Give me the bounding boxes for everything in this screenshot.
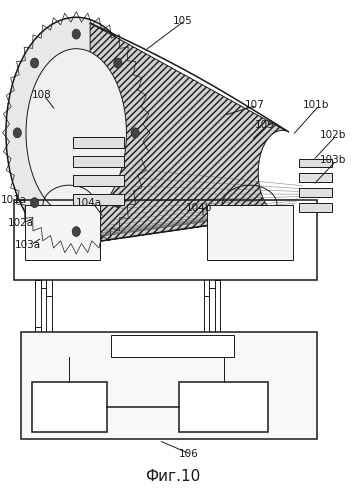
Bar [299,158,332,168]
Text: 101a: 101a [1,195,27,205]
Ellipse shape [13,128,21,138]
Bar [25,205,100,260]
Ellipse shape [30,198,39,207]
Ellipse shape [114,58,122,68]
Text: 109: 109 [255,120,275,130]
Ellipse shape [72,29,80,39]
Bar [73,156,124,168]
Text: 107: 107 [244,100,264,110]
Polygon shape [90,23,287,242]
Text: 104a: 104a [76,198,102,207]
Text: 102a: 102a [7,218,34,228]
Bar [73,194,124,205]
Text: 103b: 103b [320,155,346,165]
Bar [179,382,269,432]
Bar [14,200,316,280]
Text: 105: 105 [172,16,192,26]
Text: 102b: 102b [320,130,346,140]
Ellipse shape [72,226,80,236]
Ellipse shape [114,198,122,207]
Bar [299,174,332,182]
Bar [21,332,316,440]
Bar [73,176,124,186]
Text: 106: 106 [179,450,199,460]
Text: 103a: 103a [14,240,40,250]
Ellipse shape [131,128,139,138]
Bar [299,188,332,198]
Bar [73,138,124,148]
Ellipse shape [6,18,146,248]
Ellipse shape [26,48,126,217]
Text: 108: 108 [32,90,51,101]
Text: Фиг.10: Фиг.10 [145,470,200,484]
Bar [207,205,293,260]
Ellipse shape [30,58,39,68]
Bar [111,335,234,357]
Text: 101b: 101b [303,100,329,110]
Bar [32,382,107,432]
Bar [299,204,332,212]
Text: 104b: 104b [186,202,213,212]
